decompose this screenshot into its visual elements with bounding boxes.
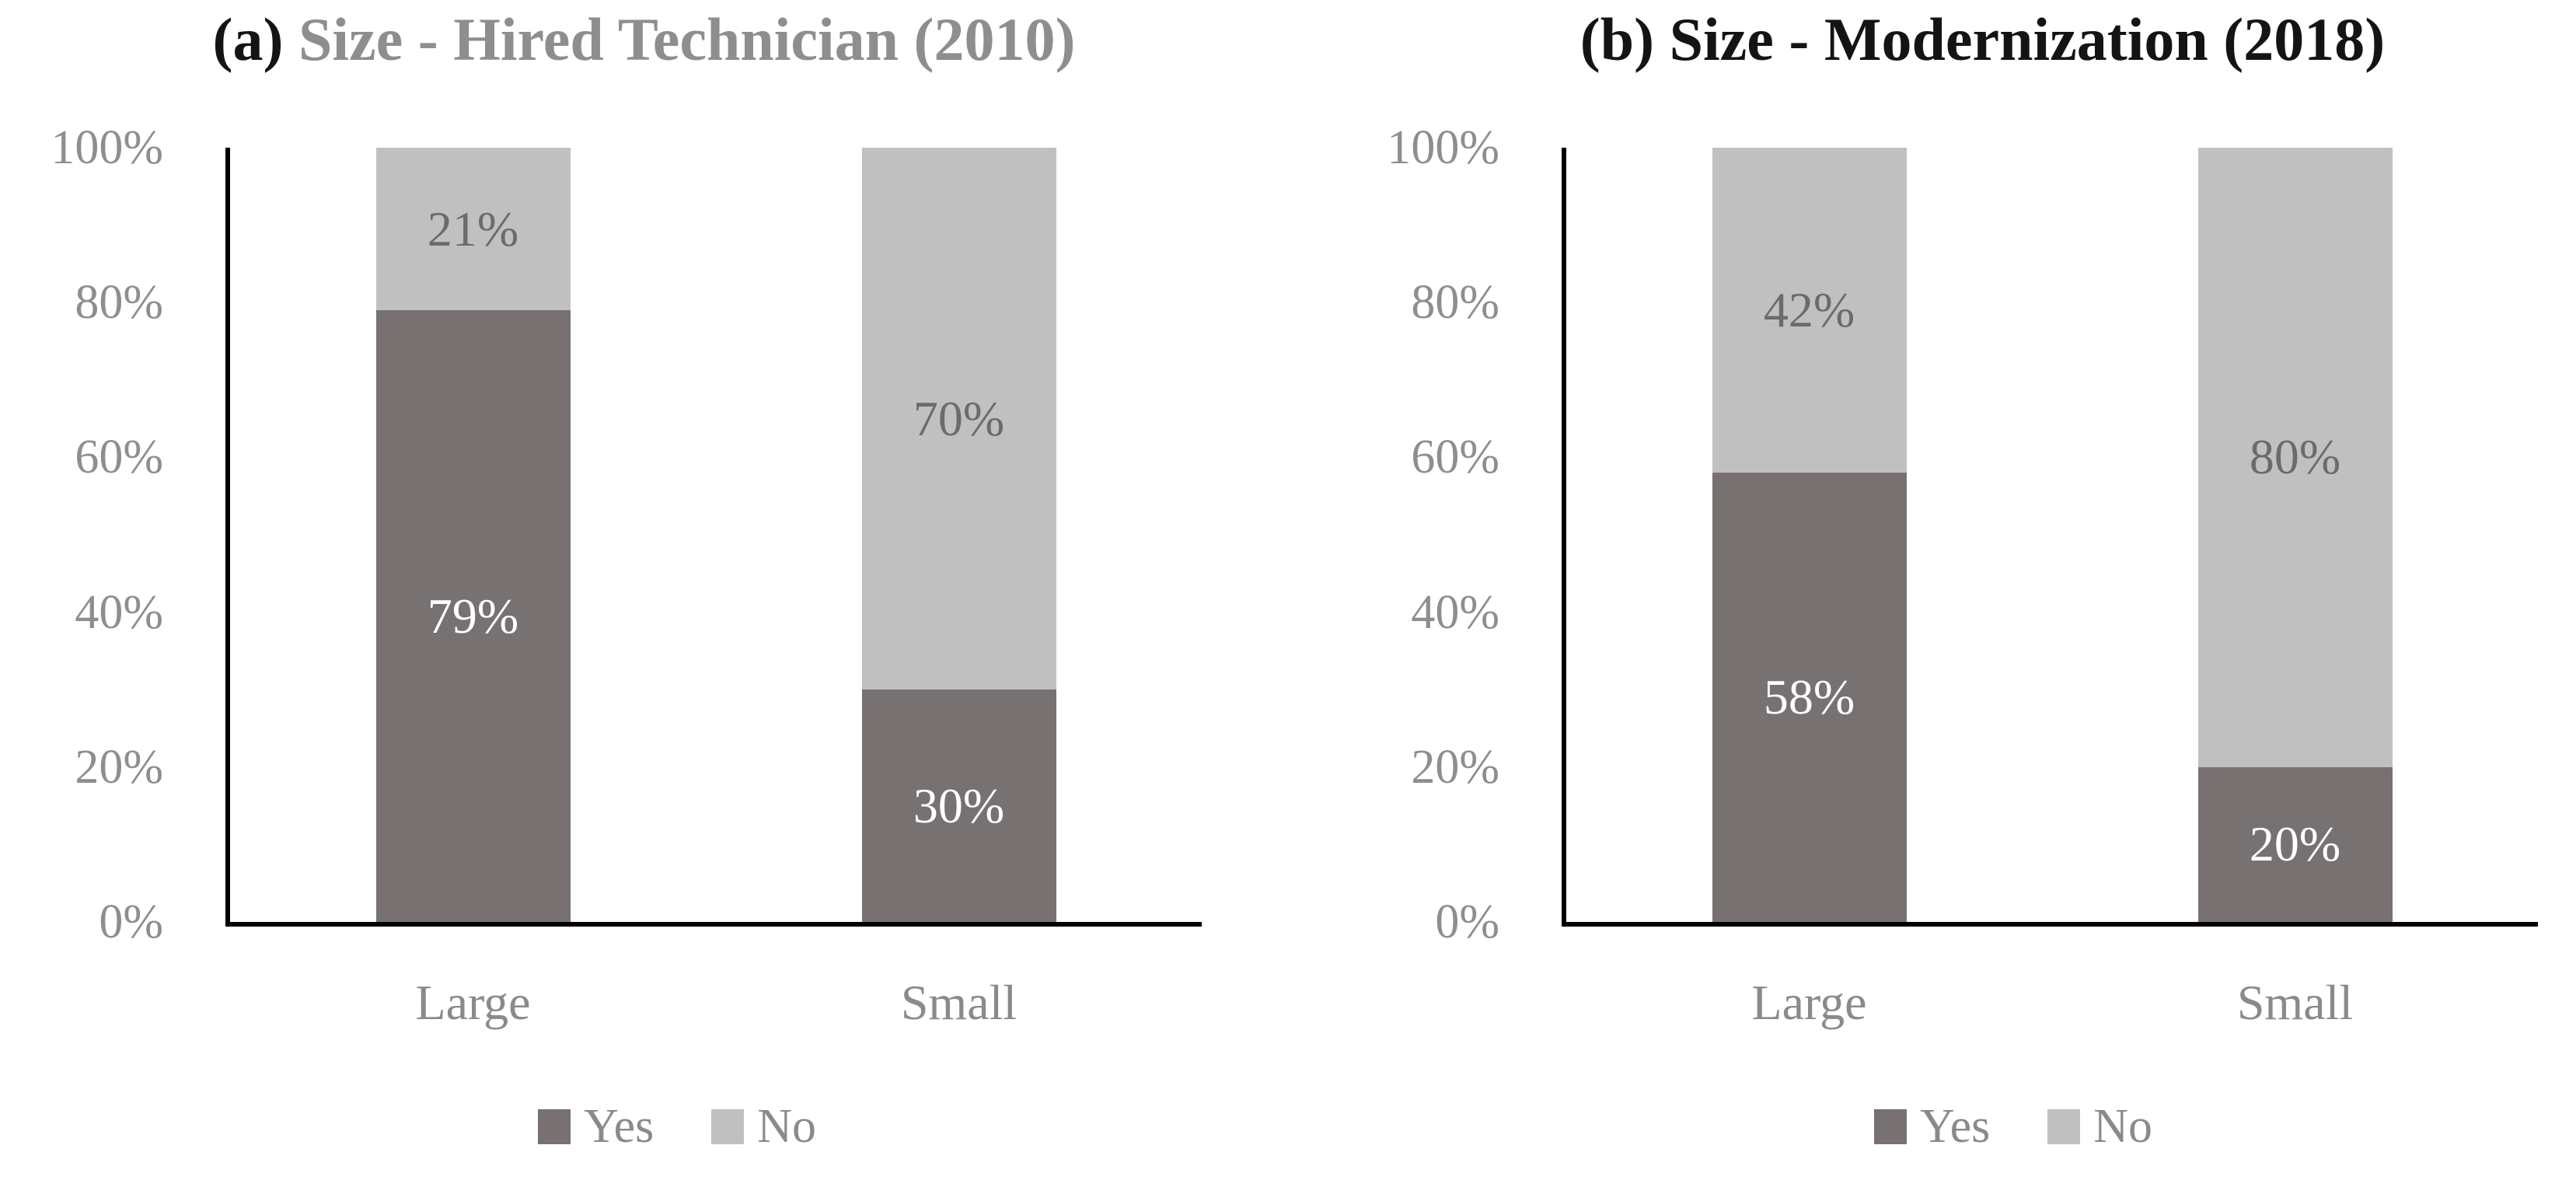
plot-area-b: 0% 20% 40% 60% 80% 100% 42% 58% Large 80% 20% Small…	[1387, 124, 2538, 1150]
x-axis-category-label-large: Large	[1751, 975, 1867, 1030]
plot-area-a: 0% 20% 40% 60% 80% 100% 21% 79% Large 70% 30% Small…	[51, 124, 1202, 1150]
chart-title-text: Size - Hired Technician (2010)	[298, 5, 1076, 73]
bar-segment-no: 21%	[375, 148, 571, 311]
legend-item-no: No	[2047, 1102, 2152, 1150]
bar-value-label: 30%	[913, 777, 1005, 833]
legend-label: No	[2093, 1100, 2152, 1153]
bar-value-label: 70%	[913, 390, 1005, 446]
y-axis-tick-label: 80%	[75, 276, 163, 330]
chart-title-b: (b) Size - Modernization (2018)	[1288, 6, 2576, 73]
y-axis-tick-label: 60%	[75, 431, 163, 484]
bar-segment-yes: 58%	[1712, 473, 1907, 922]
y-axis-tick-label: 20%	[1411, 740, 1499, 794]
x-axis-category-label-large: Large	[415, 975, 531, 1030]
x-axis-category-label-small: Small	[900, 975, 1017, 1030]
bar-value-label: 42%	[1763, 282, 1855, 338]
y-axis-tick-label: 40%	[75, 585, 163, 639]
legend-label: Yes	[584, 1100, 654, 1153]
bar-value-label: 79%	[427, 588, 519, 644]
bar-small: 80% 20%	[2197, 148, 2393, 922]
chart-title-prefix: (a)	[212, 5, 284, 73]
legend-swatch-icon	[1874, 1108, 1907, 1144]
legend-item-no: No	[711, 1102, 816, 1150]
y-axis-tick-label: 60%	[1411, 431, 1499, 484]
legend-swatch-icon	[2047, 1108, 2081, 1144]
bar-small: 70% 30%	[861, 148, 1056, 922]
y-axis-tick-label: 100%	[1387, 121, 1499, 174]
chart-title-prefix: (b)	[1579, 5, 1655, 73]
bar-segment-no: 80%	[2197, 148, 2393, 767]
bar-segment-yes: 30%	[861, 690, 1056, 922]
chart-title-a: (a) Size - Hired Technician (2010)	[0, 6, 1288, 73]
bar-segment-no: 42%	[1712, 148, 1907, 473]
legend: Yes No	[1874, 1102, 2152, 1150]
x-axis-category-label-small: Small	[2236, 975, 2354, 1030]
chart-panel-a: (a) Size - Hired Technician (2010) 0% 20% 4…	[0, 6, 1288, 1150]
y-axis-tick-label: 20%	[75, 740, 163, 794]
legend-item-yes: Yes	[538, 1102, 654, 1150]
bar-large: 21% 79%	[375, 148, 571, 922]
bar-value-label: 80%	[2249, 429, 2341, 485]
y-axis-tick-label: 80%	[1411, 276, 1499, 330]
bar-segment-yes: 79%	[375, 310, 571, 922]
bar-large: 42% 58%	[1712, 148, 1907, 922]
legend-swatch-icon	[711, 1108, 745, 1144]
legend-label: Yes	[1920, 1100, 1991, 1153]
y-axis-tick-label: 0%	[1435, 895, 1499, 948]
y-axis-tick-label: 0%	[99, 895, 163, 948]
bar-value-label: 21%	[427, 201, 519, 257]
bar-segment-yes: 20%	[2197, 766, 2393, 922]
legend-swatch-icon	[538, 1108, 571, 1144]
legend: Yes No	[538, 1102, 816, 1150]
bar-segment-no: 70%	[861, 148, 1056, 690]
legend-label: No	[757, 1100, 816, 1153]
bar-value-label: 20%	[2249, 816, 2341, 872]
y-axis-tick-label: 100%	[51, 121, 163, 174]
chart-title-text: Size - Modernization (2018)	[1669, 5, 2386, 73]
bar-value-label: 58%	[1763, 669, 1855, 725]
y-axis-tick-label: 40%	[1411, 585, 1499, 639]
chart-panel-b: (b) Size - Modernization (2018) 0% 20% 40% 6…	[1288, 0, 2576, 1187]
legend-item-yes: Yes	[1874, 1102, 1990, 1150]
